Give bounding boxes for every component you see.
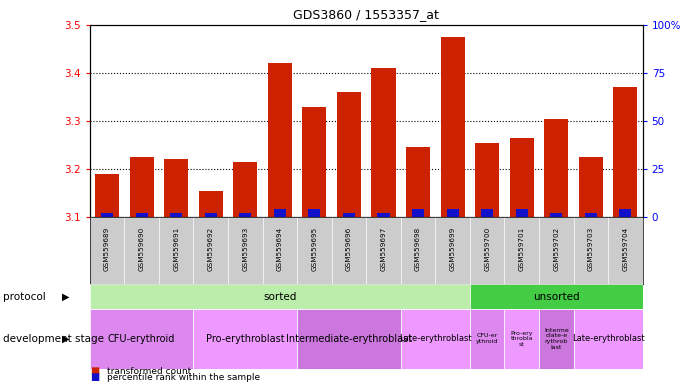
Bar <box>619 209 632 217</box>
Text: GSM559695: GSM559695 <box>312 227 317 271</box>
Bar <box>401 309 470 369</box>
Text: GSM559689: GSM559689 <box>104 227 110 271</box>
Text: Interme
diate-e
rythrob
last: Interme diate-e rythrob last <box>544 328 569 350</box>
Text: GSM559691: GSM559691 <box>173 227 179 271</box>
Bar <box>412 209 424 217</box>
Bar <box>198 190 223 217</box>
Text: Intermediate-erythroblast: Intermediate-erythroblast <box>286 334 412 344</box>
Bar <box>585 213 597 217</box>
Text: percentile rank within the sample: percentile rank within the sample <box>107 373 261 382</box>
Text: GSM559692: GSM559692 <box>208 227 214 271</box>
Bar <box>308 209 321 217</box>
Bar <box>515 209 528 217</box>
Text: Pro-erythroblast: Pro-erythroblast <box>206 334 285 344</box>
Text: GSM559696: GSM559696 <box>346 227 352 271</box>
Text: ▶: ▶ <box>61 291 69 302</box>
Bar <box>574 309 643 369</box>
Bar <box>539 309 574 369</box>
Text: ▶: ▶ <box>61 334 69 344</box>
Bar <box>406 147 430 217</box>
Text: ■: ■ <box>90 366 99 376</box>
Text: Late-erythroblast: Late-erythroblast <box>571 334 645 343</box>
Text: GSM559700: GSM559700 <box>484 227 490 271</box>
Text: ■: ■ <box>90 372 99 382</box>
Bar <box>95 174 119 217</box>
Text: GSM559690: GSM559690 <box>139 227 144 271</box>
Bar <box>129 157 153 217</box>
Text: GSM559701: GSM559701 <box>519 227 524 271</box>
Bar <box>343 213 355 217</box>
Bar <box>101 213 113 217</box>
Bar <box>164 159 188 217</box>
Text: GSM559703: GSM559703 <box>588 227 594 271</box>
Bar <box>470 309 504 369</box>
Text: protocol: protocol <box>3 291 46 302</box>
Bar <box>446 209 459 217</box>
Bar <box>545 119 568 217</box>
Bar <box>90 309 193 369</box>
Bar <box>372 68 395 217</box>
Text: GSM559704: GSM559704 <box>623 227 628 271</box>
Bar <box>170 213 182 217</box>
Text: GSM559699: GSM559699 <box>450 227 455 271</box>
Text: sorted: sorted <box>263 291 296 302</box>
Text: GSM559702: GSM559702 <box>553 227 559 271</box>
Bar <box>613 88 637 217</box>
Text: CFU-erythroid: CFU-erythroid <box>108 334 176 344</box>
Bar <box>550 213 562 217</box>
Text: CFU-er
ythroid: CFU-er ythroid <box>476 333 498 344</box>
Bar <box>193 309 297 369</box>
Text: GSM559694: GSM559694 <box>277 227 283 271</box>
Bar <box>481 209 493 217</box>
Text: transformed count: transformed count <box>107 367 191 376</box>
Bar <box>337 92 361 217</box>
Bar <box>297 309 401 369</box>
Title: GDS3860 / 1553357_at: GDS3860 / 1553357_at <box>293 8 439 21</box>
Text: Pro-ery
throbla
st: Pro-ery throbla st <box>511 331 533 347</box>
Bar <box>274 209 286 217</box>
Bar <box>440 37 464 217</box>
Text: unsorted: unsorted <box>533 291 580 302</box>
Bar <box>233 162 257 217</box>
Bar <box>90 284 470 309</box>
Bar <box>475 142 499 217</box>
Bar <box>205 213 217 217</box>
Bar <box>578 157 603 217</box>
Bar <box>504 309 539 369</box>
Text: development stage: development stage <box>3 334 104 344</box>
Text: Late-erythroblast: Late-erythroblast <box>399 334 472 343</box>
Bar <box>135 213 148 217</box>
Text: GSM559697: GSM559697 <box>381 227 386 271</box>
Bar <box>302 107 326 217</box>
Bar <box>377 213 390 217</box>
Text: GSM559698: GSM559698 <box>415 227 421 271</box>
Bar <box>239 213 252 217</box>
Text: GSM559693: GSM559693 <box>243 227 248 271</box>
Bar <box>470 284 643 309</box>
Bar <box>267 63 292 217</box>
Bar <box>509 138 533 217</box>
